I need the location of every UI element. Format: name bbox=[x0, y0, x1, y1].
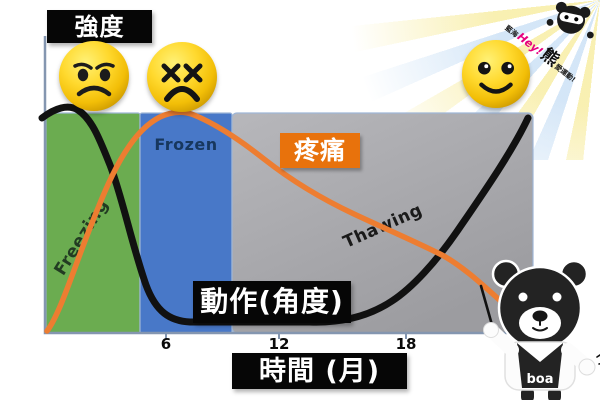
x-tick-12: 12 bbox=[268, 335, 290, 353]
bear-doctor-mascot: boa bbox=[430, 236, 600, 400]
happy-face-emoji bbox=[460, 38, 532, 114]
x-axis-label-box: 時間 (月) bbox=[232, 353, 407, 389]
bear-head-logo-icon bbox=[541, 0, 600, 55]
dead-face-emoji bbox=[145, 40, 219, 118]
x-tick-6: 6 bbox=[160, 335, 172, 353]
pain-label-box: 疼痛 bbox=[280, 133, 360, 168]
pain-curve bbox=[44, 109, 522, 334]
frozen-phase-label: Frozen bbox=[154, 135, 217, 154]
motion-curve bbox=[38, 103, 532, 326]
annoyed-face-emoji bbox=[57, 39, 131, 117]
axis-lines bbox=[43, 36, 545, 335]
y-axis-label-box: 強度 bbox=[47, 10, 152, 43]
motion-label-box: 動作(角度) bbox=[193, 281, 351, 323]
axis-tick-marks bbox=[165, 333, 407, 339]
x-tick-18: 18 bbox=[395, 335, 417, 353]
mascot-vest-text: boa bbox=[526, 372, 553, 387]
